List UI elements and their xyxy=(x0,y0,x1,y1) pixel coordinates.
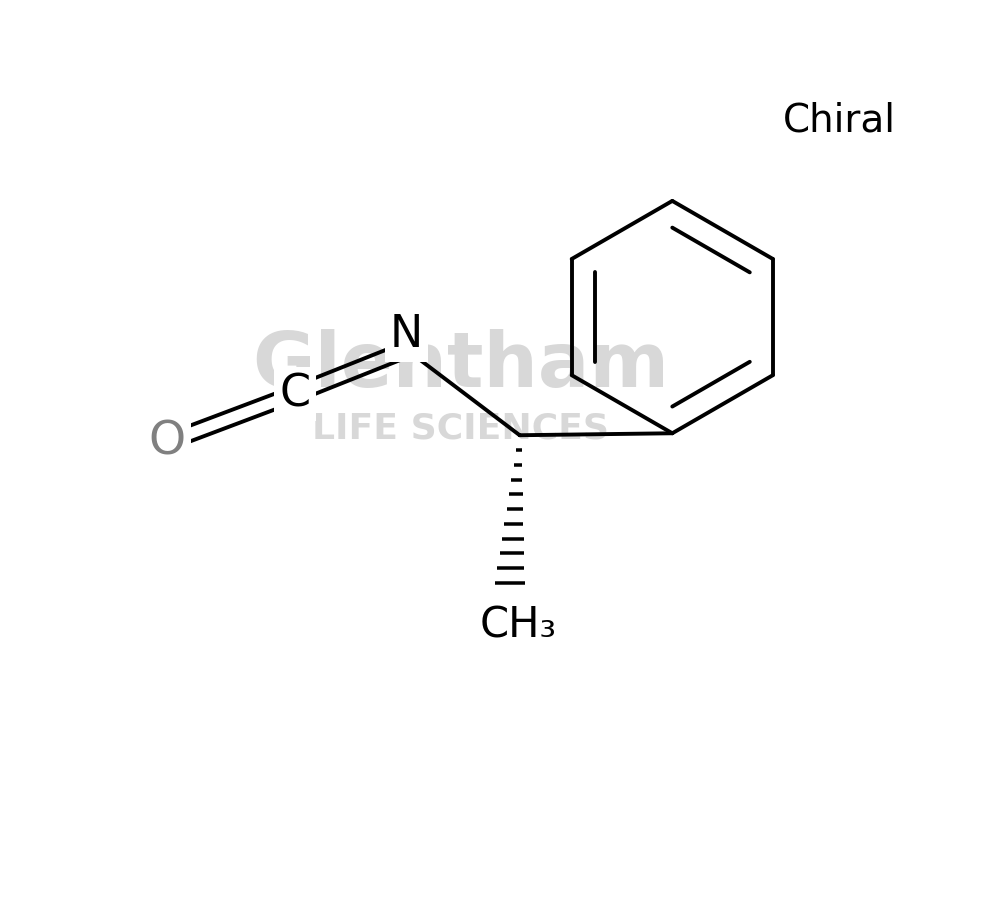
Text: LIFE SCIENCES: LIFE SCIENCES xyxy=(312,411,609,446)
Text: CH₃: CH₃ xyxy=(479,605,556,646)
Text: N: N xyxy=(390,313,423,356)
Text: O: O xyxy=(149,419,186,464)
Text: Chiral: Chiral xyxy=(783,101,896,140)
Text: Glentham: Glentham xyxy=(252,329,669,403)
Text: C: C xyxy=(280,373,311,416)
